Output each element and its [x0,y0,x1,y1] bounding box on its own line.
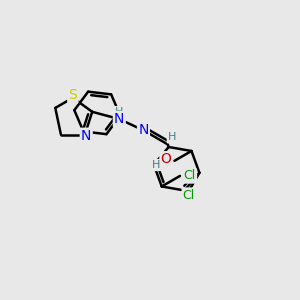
Text: S: S [68,88,77,102]
Text: H: H [152,160,160,170]
Text: O: O [160,152,172,167]
Text: H: H [168,132,176,142]
Text: Cl: Cl [184,169,196,182]
Text: N: N [114,112,124,126]
Text: N: N [138,123,148,137]
Text: N: N [81,129,92,143]
Text: H: H [115,107,124,117]
Text: Cl: Cl [183,189,195,202]
